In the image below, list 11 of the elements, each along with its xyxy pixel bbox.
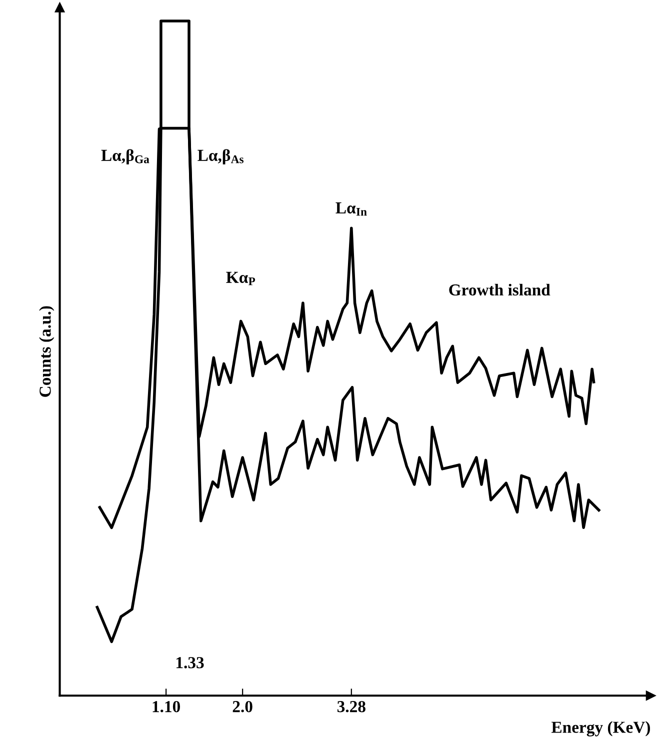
annotation: Kα$_{P}$ [226, 272, 256, 286]
x-tick-label: 3.28 [337, 700, 366, 712]
x-tick-label: 1.10 [152, 700, 180, 712]
annotation: Lα,β$_{Ga}$ [101, 149, 150, 164]
x-tick-label: 2.0 [232, 700, 252, 712]
annotation: 1.33 [176, 657, 204, 668]
series-label: Growth island [449, 284, 550, 296]
annotation: Lα,β$_{As}$ [198, 149, 244, 164]
y-axis-title: Counts (a.u.) [39, 306, 54, 397]
x-axis-title: Energy (KeV) [551, 721, 650, 736]
annotation: Lα$_{In}$ [336, 202, 367, 216]
